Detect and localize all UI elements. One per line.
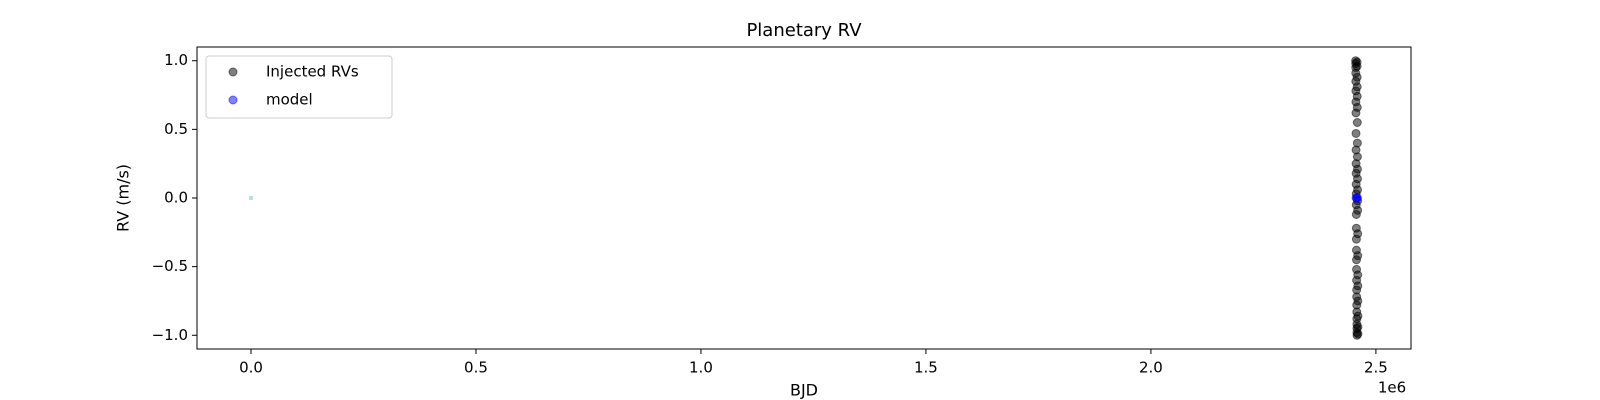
x-tick-label: 1.0 — [689, 359, 713, 377]
point — [1353, 251, 1363, 261]
point — [1353, 229, 1363, 239]
point — [1352, 72, 1362, 82]
y-tick-label: 1.0 — [164, 51, 188, 69]
point — [1351, 128, 1361, 138]
y-tick-label: −1.0 — [152, 326, 188, 344]
x-offset-label: 1e6 — [1378, 379, 1406, 397]
point — [1353, 270, 1363, 280]
legend-marker — [228, 67, 238, 77]
y-tick-label: −0.5 — [152, 257, 188, 275]
point — [1353, 281, 1363, 291]
point — [1352, 118, 1362, 127]
point — [1352, 138, 1362, 148]
legend-marker — [228, 95, 238, 105]
point — [1352, 174, 1362, 184]
x-axis-label: BJD — [790, 381, 818, 400]
point — [1353, 311, 1363, 321]
point — [1352, 61, 1362, 71]
point — [1352, 102, 1362, 112]
y-tick-label: 0.0 — [164, 189, 188, 207]
point — [1353, 185, 1363, 195]
y-tick-label: 0.5 — [164, 120, 188, 138]
x-tick-label: 2.0 — [1139, 359, 1163, 377]
point — [1352, 91, 1362, 101]
y-axis-label: RV (m/s) — [114, 164, 133, 232]
point — [1352, 152, 1362, 162]
x-tick-label: 0.5 — [464, 359, 488, 377]
x-tick-label: 2.5 — [1364, 359, 1388, 377]
point — [1352, 82, 1362, 92]
point — [1353, 329, 1363, 339]
legend-box — [205, 55, 393, 119]
point — [1352, 164, 1362, 174]
point — [1353, 296, 1363, 306]
x-tick-label: 1.5 — [914, 359, 938, 377]
point — [1352, 193, 1362, 203]
legend-label: model — [266, 91, 313, 109]
point — [1353, 205, 1363, 215]
x-tick-label: 0.0 — [239, 359, 263, 377]
legend-label: Injected RVs — [266, 63, 359, 81]
point — [248, 196, 253, 200]
chart-title: Planetary RV — [746, 20, 862, 41]
